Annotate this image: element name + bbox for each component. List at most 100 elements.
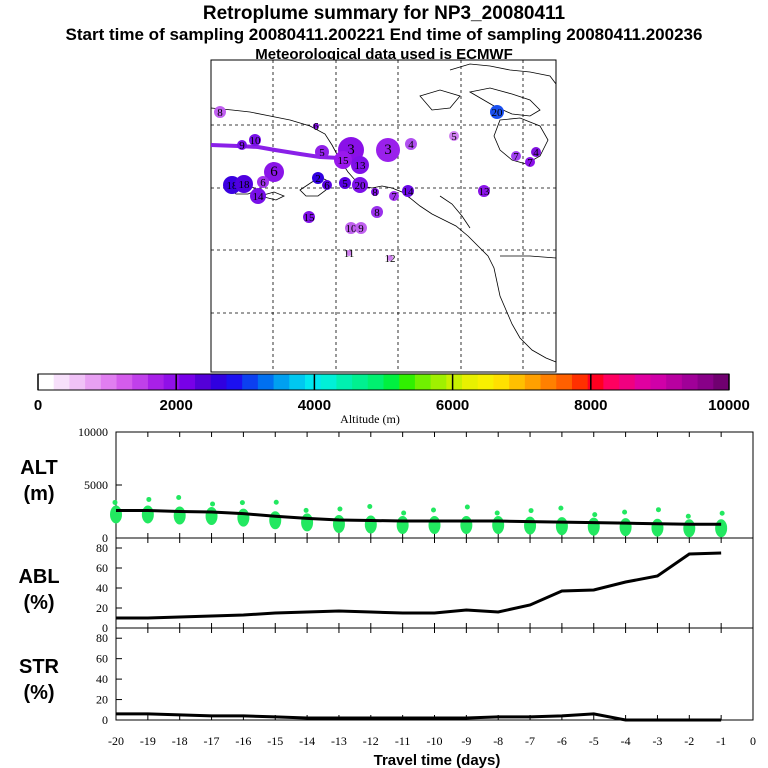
x-tick-label: -14: [299, 734, 315, 748]
cluster-label: 20: [355, 180, 367, 192]
colorbar-segment: [477, 374, 494, 390]
x-tick-label: -1: [716, 734, 726, 748]
map-graticule: [211, 60, 556, 372]
cluster-marker: [315, 145, 329, 159]
cluster-label: 7: [527, 157, 533, 169]
colorbar-segment: [304, 374, 322, 390]
cluster-label: 7: [513, 151, 519, 163]
colorbar-tick-label: 10000: [708, 397, 750, 414]
x-tick-label: -12: [363, 734, 379, 748]
colorbar-segment: [147, 374, 165, 390]
altitude-cloud: [555, 517, 568, 536]
panel-abl: 80 60 40 20 0 ABL (%): [18, 537, 754, 635]
altitude-cloud: [364, 515, 377, 534]
colorbar-segment: [556, 374, 573, 390]
cluster-marker: [235, 175, 253, 193]
colorbar-tick-label: 2000: [160, 397, 193, 414]
cluster-marker: [345, 222, 357, 234]
altitude-cloud: [492, 516, 505, 535]
colorbar-segment: [493, 374, 510, 390]
colorbar-segment: [273, 374, 290, 390]
altitude-cloud: [401, 510, 407, 516]
x-tick-label: 0: [750, 734, 756, 748]
cluster-label: 15: [338, 155, 350, 167]
colorbar-segment: [571, 374, 589, 390]
altitude-cloud: [494, 510, 500, 516]
cluster-label: 5: [451, 131, 457, 143]
cluster-label: 13: [479, 186, 491, 198]
cluster-marker: [478, 185, 490, 197]
colorbar-segment: [462, 374, 479, 390]
altitude-cloud: [396, 516, 409, 535]
x-tick-label: -15: [267, 734, 283, 748]
cluster-label: 8: [217, 107, 223, 119]
cluster-label: 8: [372, 187, 378, 199]
panel-name: STR: [19, 656, 60, 678]
altitude-cloud: [592, 512, 598, 518]
x-tick-label: -16: [235, 734, 251, 748]
cluster-marker: [264, 162, 284, 182]
cluster-marker: [346, 250, 352, 256]
colorbar-segment: [540, 374, 557, 390]
colorbar-segment: [446, 374, 463, 390]
colorbar-segment: [524, 374, 542, 390]
altitude-cloud: [205, 507, 218, 526]
cluster-marker: [525, 157, 535, 167]
altitude-cloud: [146, 496, 152, 502]
sampling-times: Start time of sampling 20080411.200221 E…: [65, 25, 703, 44]
colorbar-segment: [399, 374, 416, 390]
altitude-cloud: [431, 507, 436, 513]
x-tick-label: -3: [652, 734, 662, 748]
altitude-cloud: [719, 510, 725, 516]
cluster-label: 9: [358, 223, 364, 235]
altitude-cloud: [301, 513, 314, 532]
colorbar-segment: [666, 374, 683, 390]
colorbar-segment: [53, 374, 70, 390]
cluster-label: 14: [253, 191, 265, 203]
cluster-label: 4: [408, 139, 414, 151]
colorbar-segment: [163, 374, 180, 390]
altitude-cloud: [141, 505, 154, 524]
altitude-cloud: [237, 508, 250, 527]
y-tick-label: 80: [96, 631, 108, 645]
colorbar-tick-label: 8000: [574, 397, 607, 414]
panel-frame: [115, 627, 754, 721]
cluster-marker: [351, 156, 369, 174]
cluster-label: 6: [324, 180, 330, 192]
altitude-cloud: [464, 504, 470, 510]
colorbar-segment: [179, 374, 196, 390]
cluster-marker: [237, 140, 247, 150]
cluster-label: 13: [355, 160, 367, 172]
cluster-label: 3: [347, 142, 355, 158]
colorbar-segment: [634, 374, 651, 390]
cluster-label: 11: [344, 248, 355, 260]
chart-title: Retroplume summary for NP3_20080411: [202, 3, 566, 24]
x-tick-label: -6: [557, 734, 567, 748]
y-tick-label: 0: [102, 713, 108, 727]
cluster-marker: [214, 106, 226, 118]
colorbar-segment: [509, 374, 526, 390]
cluster-marker: [339, 177, 351, 189]
cluster-label: 18: [227, 180, 239, 192]
y-tick-label: 0: [102, 621, 108, 635]
panel-str: 80 60 40 20 0 STR (%): [19, 627, 754, 727]
cluster-marker: [371, 188, 379, 196]
panel-unit: (%): [23, 592, 54, 614]
altitude-cloud: [176, 495, 182, 500]
altitude-colorbar: 0 2000 4000 6000 8000 10000: [34, 373, 750, 414]
altitude-cloud: [619, 518, 632, 537]
altitude-cloud: [332, 514, 345, 533]
altitude-cloud: [210, 501, 216, 507]
altitude-cloud: [428, 516, 441, 535]
x-tick-label: -11: [395, 734, 411, 748]
x-tick-label: -10: [427, 734, 443, 748]
cluster-marker: [303, 211, 315, 223]
cluster-marker: [355, 222, 367, 234]
altitude-cloud: [173, 506, 186, 525]
altitude-cloud: [273, 499, 279, 505]
series-line: [116, 551, 722, 620]
x-tick-label: -13: [331, 734, 347, 748]
x-tick-label: -4: [621, 734, 631, 748]
cluster-marker: [352, 177, 368, 193]
